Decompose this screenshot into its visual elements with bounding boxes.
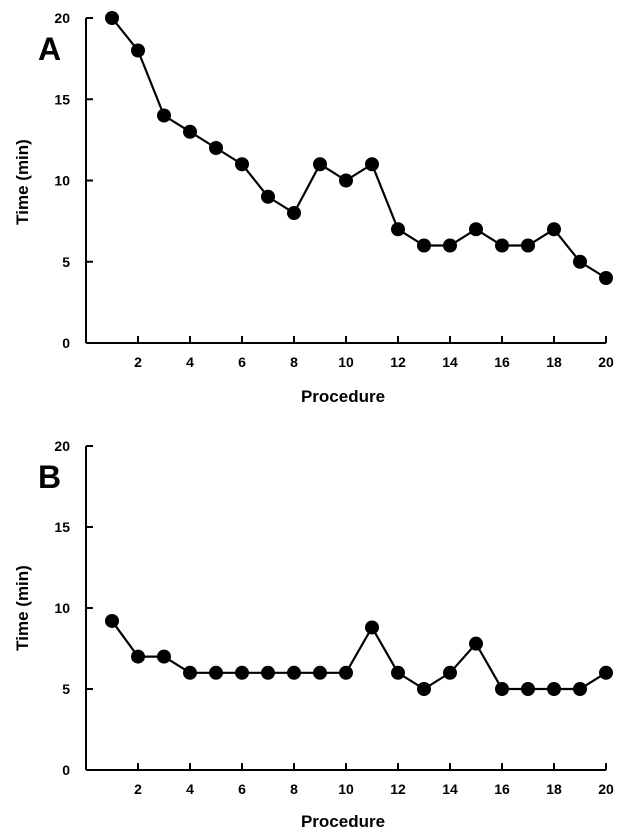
- data-point-a: [365, 157, 379, 172]
- x-tick-label-a: 12: [390, 354, 406, 370]
- data-point-b: [495, 682, 509, 696]
- chart-panel-b: B Time (min) Procedure 0 5 10 15 20 2 4 6 8 10 12 1…: [13, 438, 614, 831]
- y-tick-label-b: 15: [54, 519, 70, 535]
- data-point-a: [287, 206, 301, 220]
- x-tick-label-a: 14: [442, 354, 458, 370]
- data-point-b: [469, 636, 483, 651]
- data-point-a: [339, 173, 353, 188]
- data-point-a: [391, 222, 405, 237]
- data-point-a: [547, 222, 561, 237]
- data-point-a: [313, 157, 327, 172]
- y-tick-label-b: 0: [62, 762, 70, 778]
- data-point-a: [599, 271, 613, 285]
- data-point-a: [209, 141, 223, 155]
- y-tick-label-a: 10: [54, 173, 70, 189]
- data-point-b: [339, 665, 353, 680]
- x-tick-label-b: 16: [494, 781, 510, 797]
- data-point-b: [183, 665, 197, 680]
- data-point-b: [365, 620, 379, 635]
- x-tick-label-b: 20: [598, 781, 614, 797]
- data-point-b: [417, 682, 431, 696]
- x-axis-title-a: Procedure: [301, 387, 385, 406]
- data-point-b: [313, 665, 327, 680]
- data-point-a: [235, 157, 249, 172]
- y-axis-title-b: Time (min): [13, 565, 32, 651]
- data-point-a: [469, 222, 483, 237]
- panel-label-b: B: [38, 459, 61, 495]
- y-tick-label-a: 5: [62, 254, 70, 270]
- data-point-b: [573, 682, 587, 696]
- data-point-a: [417, 238, 431, 253]
- x-tick-label-a: 8: [290, 354, 298, 370]
- x-tick-label-a: 2: [134, 354, 142, 370]
- data-point-b: [443, 665, 457, 680]
- data-point-a: [443, 238, 457, 253]
- data-point-b: [599, 665, 613, 680]
- data-point-a: [131, 43, 145, 58]
- data-point-a: [157, 108, 171, 123]
- x-tick-label-b: 4: [186, 781, 194, 797]
- data-point-b: [391, 665, 405, 680]
- x-tick-label-b: 10: [338, 781, 354, 797]
- data-point-a: [105, 11, 119, 25]
- data-point-a: [261, 189, 275, 204]
- x-tick-label-b: 18: [546, 781, 562, 797]
- data-point-b: [287, 665, 301, 680]
- chart-panel-a: A Time (min) Procedure 0 5 10 15 20 2 4 6 8 10 12 1…: [13, 10, 614, 406]
- x-tick-label-a: 20: [598, 354, 614, 370]
- data-point-a: [521, 238, 535, 253]
- x-tick-label-b: 6: [238, 781, 246, 797]
- data-point-a: [495, 238, 509, 253]
- x-tick-label-a: 6: [238, 354, 246, 370]
- data-point-a: [573, 254, 587, 269]
- y-tick-label-a: 20: [54, 10, 70, 26]
- x-axis-title-b: Procedure: [301, 812, 385, 831]
- y-tick-label-b: 20: [54, 438, 70, 454]
- data-point-b: [261, 665, 275, 680]
- data-point-b: [521, 682, 535, 696]
- x-tick-label-a: 10: [338, 354, 354, 370]
- y-tick-label-a: 0: [62, 335, 70, 351]
- y-tick-label-b: 5: [62, 681, 70, 697]
- series-line-a: [111, 17, 607, 279]
- x-tick-label-b: 8: [290, 781, 298, 797]
- panel-label-a: A: [38, 31, 61, 67]
- x-tick-label-b: 2: [134, 781, 142, 797]
- data-point-b: [157, 649, 171, 664]
- data-point-b: [547, 682, 561, 696]
- series-line-b: [111, 620, 607, 691]
- y-tick-label-a: 15: [54, 91, 70, 107]
- data-point-b: [209, 665, 223, 680]
- x-tick-label-a: 18: [546, 354, 562, 370]
- x-tick-label-b: 12: [390, 781, 406, 797]
- x-tick-label-a: 16: [494, 354, 510, 370]
- y-tick-label-b: 10: [54, 600, 70, 616]
- data-point-b: [105, 613, 119, 628]
- y-axis-title-a: Time (min): [13, 139, 32, 225]
- data-point-a: [183, 124, 197, 139]
- x-tick-label-a: 4: [186, 354, 194, 370]
- data-point-b: [131, 649, 145, 664]
- x-tick-label-b: 14: [442, 781, 458, 797]
- data-point-b: [235, 665, 249, 680]
